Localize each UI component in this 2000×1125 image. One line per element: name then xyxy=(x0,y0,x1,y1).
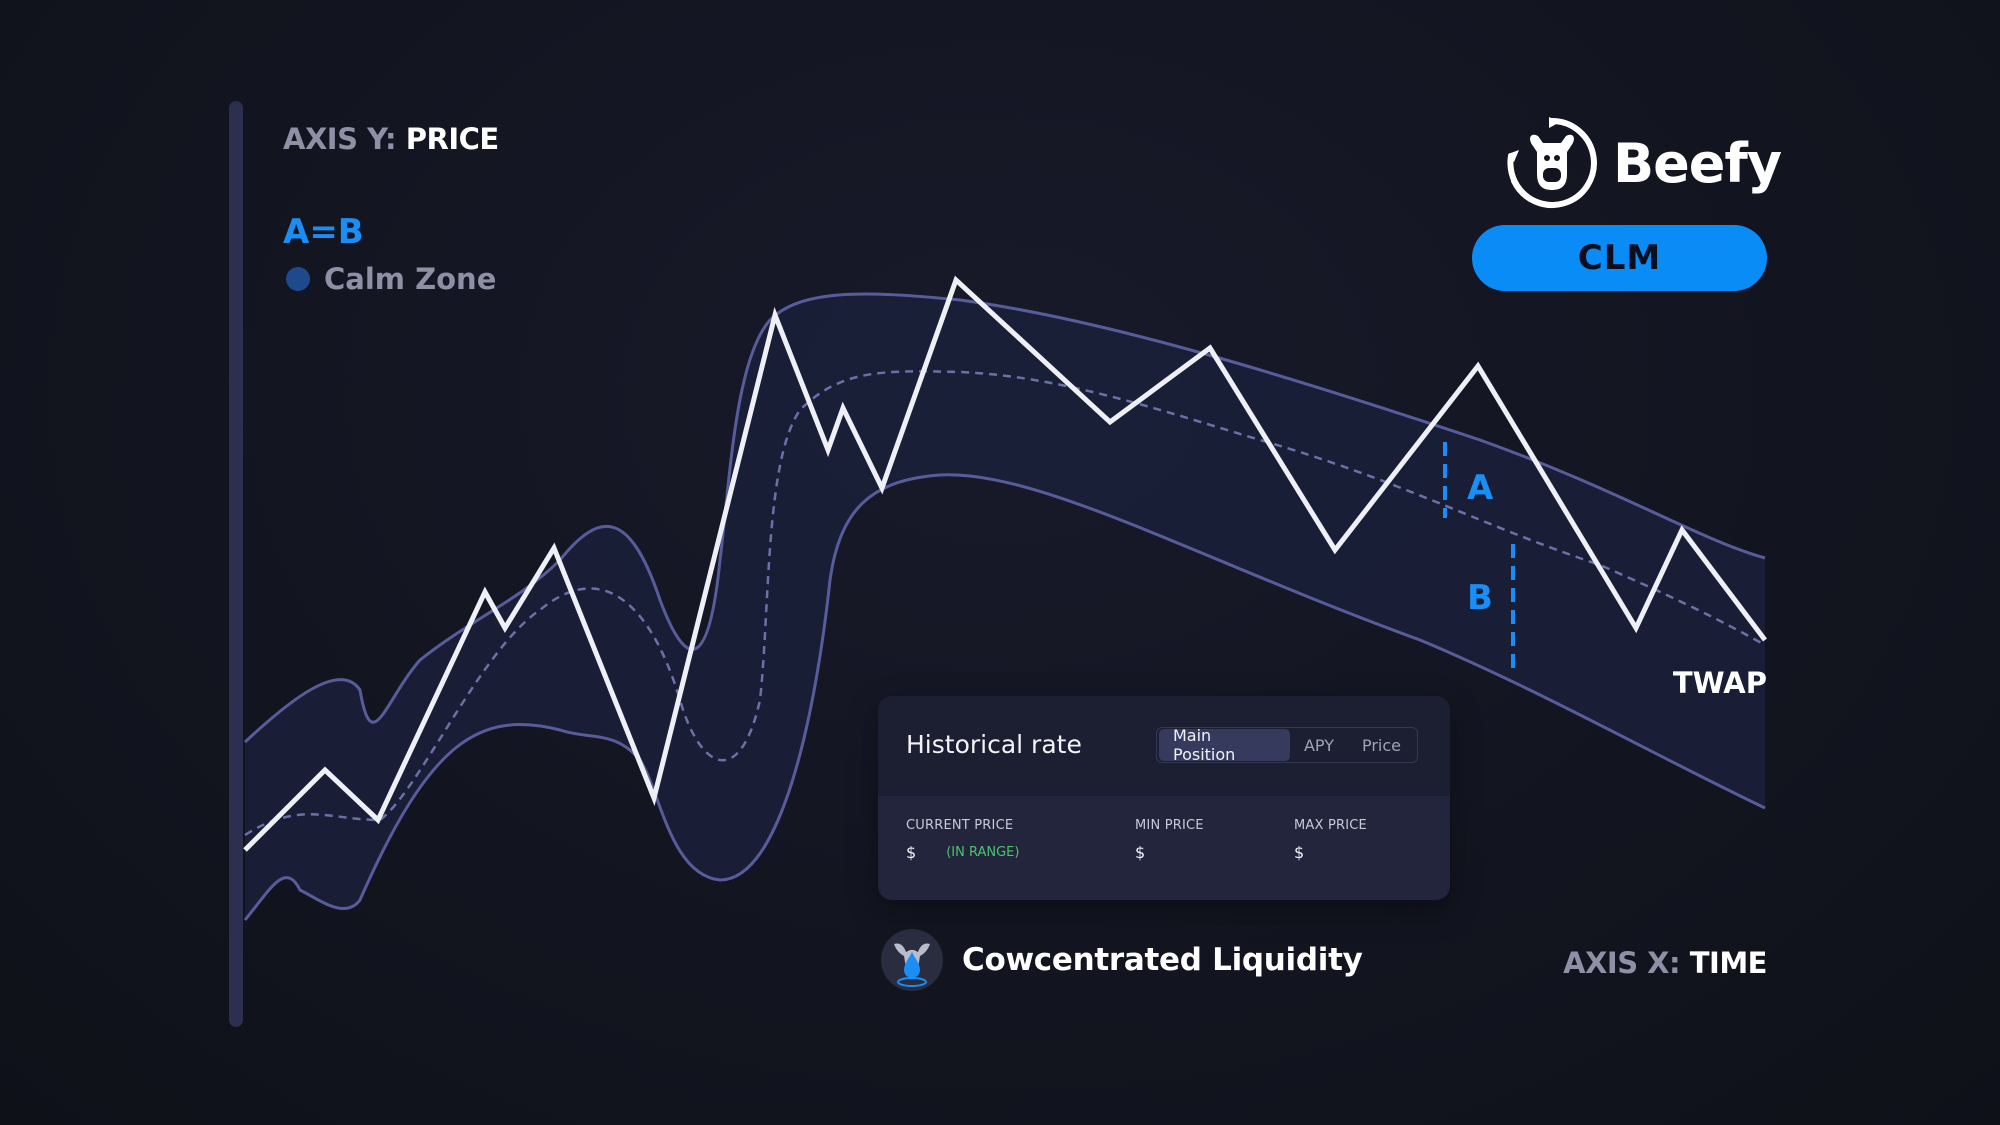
current-price-row: $ (IN RANGE) xyxy=(906,843,1019,862)
droplet-cow-icon xyxy=(881,929,943,991)
min-price-stat: MIN PRICE $ xyxy=(1135,818,1204,862)
twap-label: TWAP xyxy=(1672,666,1767,700)
max-price-stat: MAX PRICE $ xyxy=(1294,818,1367,862)
historical-rate-card: Historical rate Main Position APY Price … xyxy=(878,696,1450,900)
y-axis-prefix: AXIS Y: xyxy=(283,122,397,156)
min-price-label: MIN PRICE xyxy=(1135,818,1204,833)
band-upper-edge xyxy=(243,292,1766,744)
min-price-row: $ xyxy=(1135,843,1204,862)
in-range-badge: (IN RANGE) xyxy=(946,845,1020,860)
min-price-value: $ xyxy=(1135,843,1146,862)
twap-line xyxy=(244,370,1766,837)
y-axis-label: AXIS Y: PRICE xyxy=(283,122,499,156)
price-line xyxy=(243,275,1767,852)
tab-apy[interactable]: APY xyxy=(1303,735,1334,755)
current-price-stat: CURRENT PRICE $ (IN RANGE) xyxy=(906,818,1019,862)
brand-name: Beefy xyxy=(1613,131,1782,195)
clm-button[interactable]: CLM xyxy=(1472,225,1767,291)
x-axis-name: TIME xyxy=(1689,946,1768,980)
tab-main-position[interactable]: Main Position xyxy=(1159,726,1290,764)
x-axis-label: AXIS X: TIME xyxy=(1563,946,1767,980)
card-header: Historical rate Main Position APY Price xyxy=(878,696,1450,796)
x-axis-prefix: AXIS X: xyxy=(1563,946,1681,980)
max-price-row: $ xyxy=(1294,843,1367,862)
y-axis-name: PRICE xyxy=(405,122,499,156)
current-price-label: CURRENT PRICE xyxy=(906,818,1014,833)
calm-zone-dot-icon xyxy=(286,267,310,291)
band-lower-edge xyxy=(243,473,1766,921)
marker-b-label: B xyxy=(1467,578,1493,618)
tab-group: Main Position APY Price xyxy=(1156,726,1418,764)
legend-label: Calm Zone xyxy=(324,262,497,296)
tab-price[interactable]: Price xyxy=(1361,735,1401,755)
legend: Calm Zone xyxy=(286,262,496,296)
max-price-label: MAX PRICE xyxy=(1294,818,1367,833)
card-title: Historical rate xyxy=(906,730,1082,759)
brand: Beefy xyxy=(1505,116,1782,210)
product-row: Cowcentrated Liquidity xyxy=(880,928,1363,992)
equation-label: A=B xyxy=(283,212,364,252)
product-name: Cowcentrated Liquidity xyxy=(962,942,1363,978)
max-price-value: $ xyxy=(1294,843,1305,862)
card-stats: CURRENT PRICE $ (IN RANGE) MIN PRICE $ M… xyxy=(878,796,1450,900)
calm-zone-band xyxy=(245,294,1765,920)
marker-a-label: A xyxy=(1467,468,1494,508)
current-price-value: $ xyxy=(906,843,917,862)
cow-logo-icon xyxy=(1507,117,1597,208)
